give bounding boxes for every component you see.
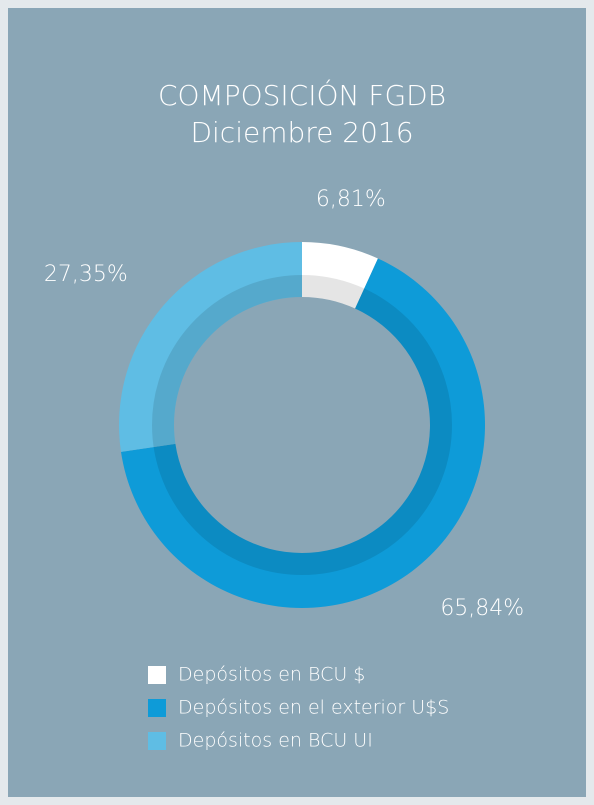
legend-swatch <box>148 666 166 684</box>
data-label: 27,35% <box>44 262 128 287</box>
chart-title: COMPOSICIÓN FGDB <box>158 78 446 112</box>
donut-slice <box>120 258 486 608</box>
donut-slice <box>119 242 302 452</box>
chart-subtitle: Diciembre 2016 <box>190 116 413 149</box>
data-label: 6,81% <box>316 187 386 212</box>
legend-label: Depósitos en BCU $ <box>178 664 365 686</box>
data-label: 65,84% <box>440 596 524 621</box>
legend-label: Depósitos en el exterior U$S <box>178 697 449 719</box>
legend-label: Depósitos en BCU UI <box>178 730 373 752</box>
background <box>8 8 586 797</box>
legend-swatch <box>148 732 166 750</box>
legend-swatch <box>148 699 166 717</box>
donut-slice <box>302 242 378 309</box>
inner-shade <box>152 275 452 575</box>
